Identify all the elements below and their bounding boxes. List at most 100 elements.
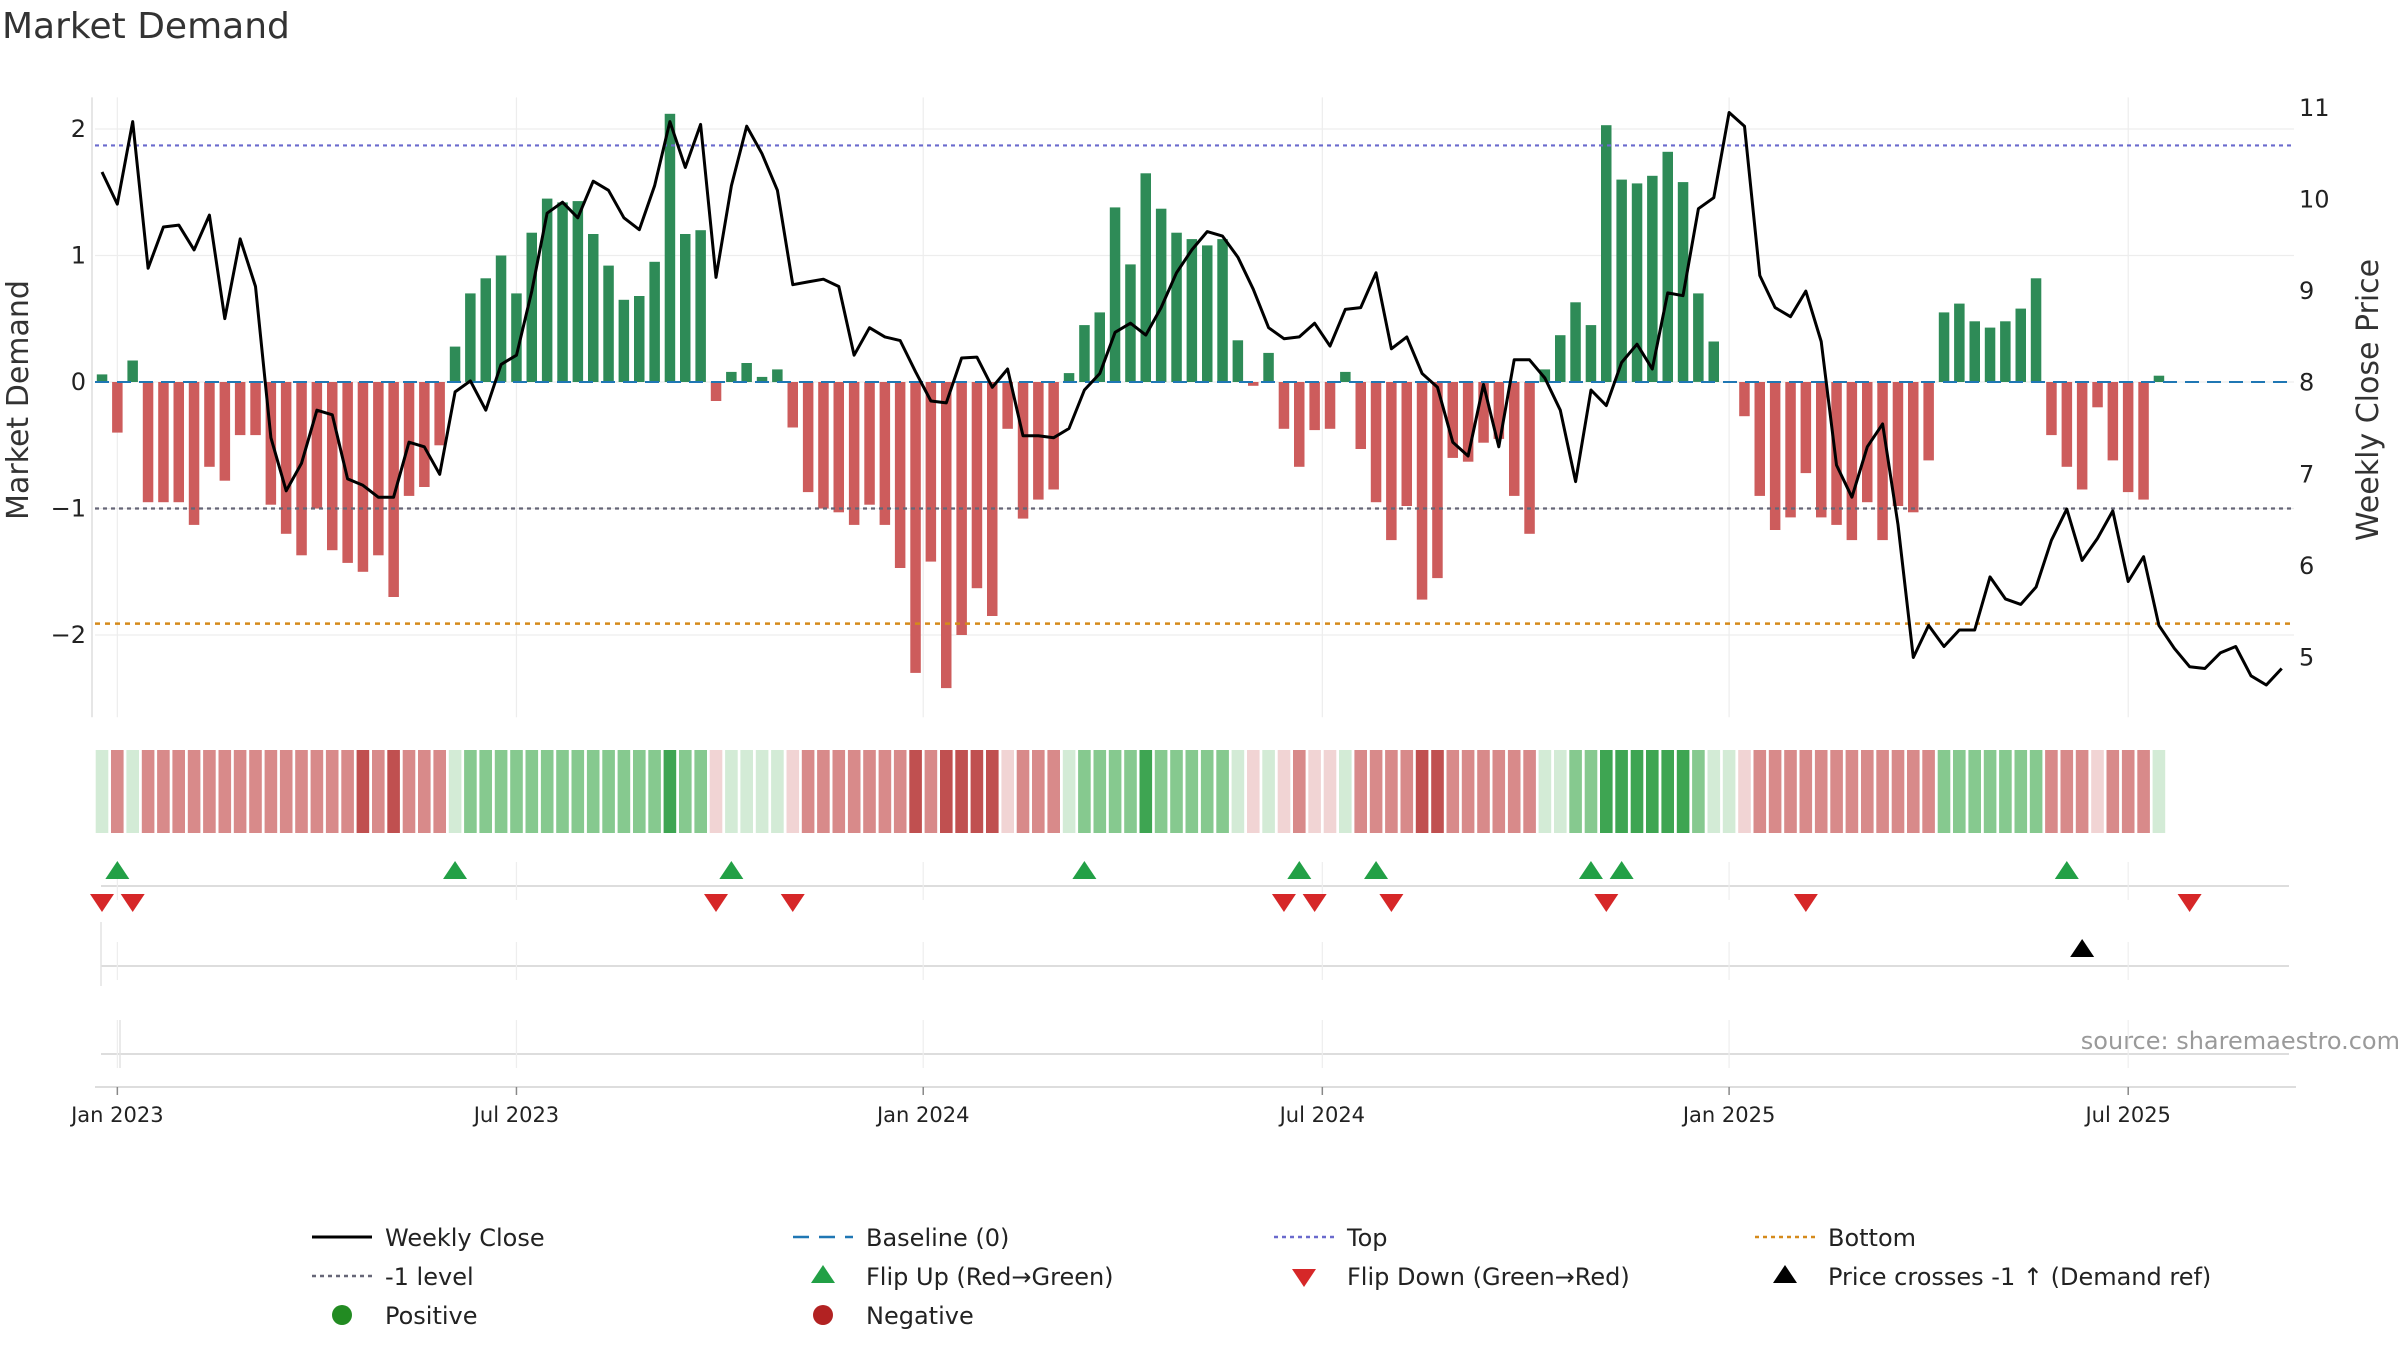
- legend-item-weekly_close: Weekly Close: [312, 1224, 545, 1252]
- demand-bar: [1769, 382, 1781, 530]
- demand-bar: [2107, 382, 2119, 461]
- heat-cell: [1661, 750, 1674, 833]
- heat-cell: [2045, 750, 2058, 833]
- demand-bar: [1386, 382, 1397, 541]
- flip-down-marker: [1271, 894, 1296, 912]
- heat-cell: [1907, 750, 1920, 833]
- heat-cell: [1354, 750, 1367, 833]
- demand-bar: [1462, 382, 1474, 462]
- heat-cell: [1108, 750, 1122, 833]
- demand-bar: [1248, 382, 1259, 386]
- demand-bar: [96, 374, 108, 382]
- heat-cell: [1523, 750, 1536, 833]
- demand-bar: [910, 382, 921, 673]
- heat-cell: [341, 750, 354, 833]
- heat-cell: [1078, 750, 1091, 833]
- demand-bar: [971, 382, 983, 589]
- legend-label: Flip Up (Red→Green): [866, 1263, 1114, 1291]
- demand-bar: [2015, 308, 2026, 382]
- heat-cell: [663, 750, 677, 833]
- legend-item-price_cross: Price crosses -1 ↑ (Demand ref): [1773, 1263, 2211, 1291]
- heat-cell: [1216, 750, 1229, 833]
- legend-item-flip_down: Flip Down (Green→Red): [1292, 1263, 1630, 1291]
- demand-bar: [219, 382, 231, 481]
- demand-bar: [142, 382, 154, 503]
- heat-cell: [1200, 750, 1214, 833]
- heat-cell: [1323, 750, 1337, 833]
- heat-cell: [494, 750, 508, 833]
- demand-bar: [403, 382, 415, 496]
- x-tick-label: Jul 2024: [1278, 1103, 1365, 1127]
- demand-bar: [1217, 239, 1228, 382]
- heat-cell: [1431, 750, 1444, 833]
- demand-bar: [2092, 382, 2103, 408]
- demand-bar: [250, 382, 261, 436]
- flip-down-marker: [704, 894, 728, 912]
- heat-cell: [1845, 750, 1859, 833]
- demand-bar: [2076, 382, 2088, 490]
- flip-down-marker: [90, 894, 114, 912]
- flip-down-marker: [780, 894, 805, 912]
- demand-bar: [1140, 173, 1151, 382]
- heat-cell: [2075, 750, 2089, 833]
- heat-cell: [1891, 750, 1905, 833]
- demand-bar: [311, 382, 323, 509]
- x-axis: Jan 2023 Jul 2023 Jan 2024 Jul 2024 Jan 2025…: [69, 1086, 2296, 1127]
- heat-cell: [786, 750, 800, 833]
- heat-cell: [1170, 750, 1183, 833]
- weekly-close-line: [100, 111, 2283, 687]
- heat-cell: [172, 750, 185, 833]
- demand-bar: [2061, 382, 2073, 467]
- heat-cell: [648, 750, 661, 833]
- heat-cell: [279, 750, 293, 833]
- demand-bar: [1355, 382, 1366, 449]
- heat-cell: [2121, 750, 2135, 833]
- heat-cell: [1722, 750, 1736, 833]
- demand-bar: [1048, 382, 1059, 490]
- legend-item-baseline: Baseline (0): [793, 1224, 1009, 1252]
- legend-swatch: [1292, 1269, 1316, 1287]
- demand-bar: [1846, 382, 1858, 541]
- demand-bar: [925, 382, 937, 562]
- heat-cell: [771, 750, 784, 833]
- demand-bar: [1677, 182, 1689, 382]
- heat-cell: [1185, 750, 1199, 833]
- demand-bar: [1509, 382, 1520, 496]
- demand-bar: [465, 293, 476, 382]
- demand-bar: [634, 296, 645, 382]
- demand-bar: [1631, 183, 1643, 382]
- demand-bar: [541, 198, 553, 382]
- heat-cell: [1861, 750, 1874, 833]
- heat-cell: [1692, 750, 1705, 833]
- y-tick-left-label: 2: [71, 115, 86, 143]
- heat-cell: [249, 750, 262, 833]
- y-tick-right-label: 7: [2299, 460, 2314, 488]
- heat-cell: [633, 750, 646, 833]
- demand-bar: [480, 278, 491, 382]
- heat-cell: [1231, 750, 1245, 833]
- heat-cell: [1139, 750, 1153, 833]
- demand-bar: [357, 382, 369, 572]
- heat-cell: [1784, 750, 1797, 833]
- heat-cell: [1001, 750, 1014, 833]
- heat-cell: [1569, 750, 1582, 833]
- flip-up-marker: [1072, 861, 1097, 879]
- demand-bar: [1570, 302, 1581, 382]
- demand-bar: [1601, 125, 1612, 382]
- demand-bar: [1401, 382, 1412, 506]
- heat-cell: [525, 750, 539, 833]
- demand-bar: [526, 232, 537, 382]
- demand-bar: [941, 382, 952, 689]
- demand-heat-strip: [95, 750, 2166, 833]
- heat-cell: [1676, 750, 1690, 833]
- demand-bar: [664, 113, 676, 383]
- heat-cell: [2029, 750, 2043, 833]
- demand-bar: [1309, 382, 1320, 431]
- heat-cell: [1814, 750, 1828, 833]
- x-tick-label: Jul 2023: [472, 1103, 559, 1127]
- y-axis-right-label: Weekly Close Price: [2351, 259, 2386, 541]
- demand-bar: [741, 363, 752, 382]
- demand-bar: [772, 369, 783, 383]
- y-tick-right-label: 5: [2299, 644, 2314, 672]
